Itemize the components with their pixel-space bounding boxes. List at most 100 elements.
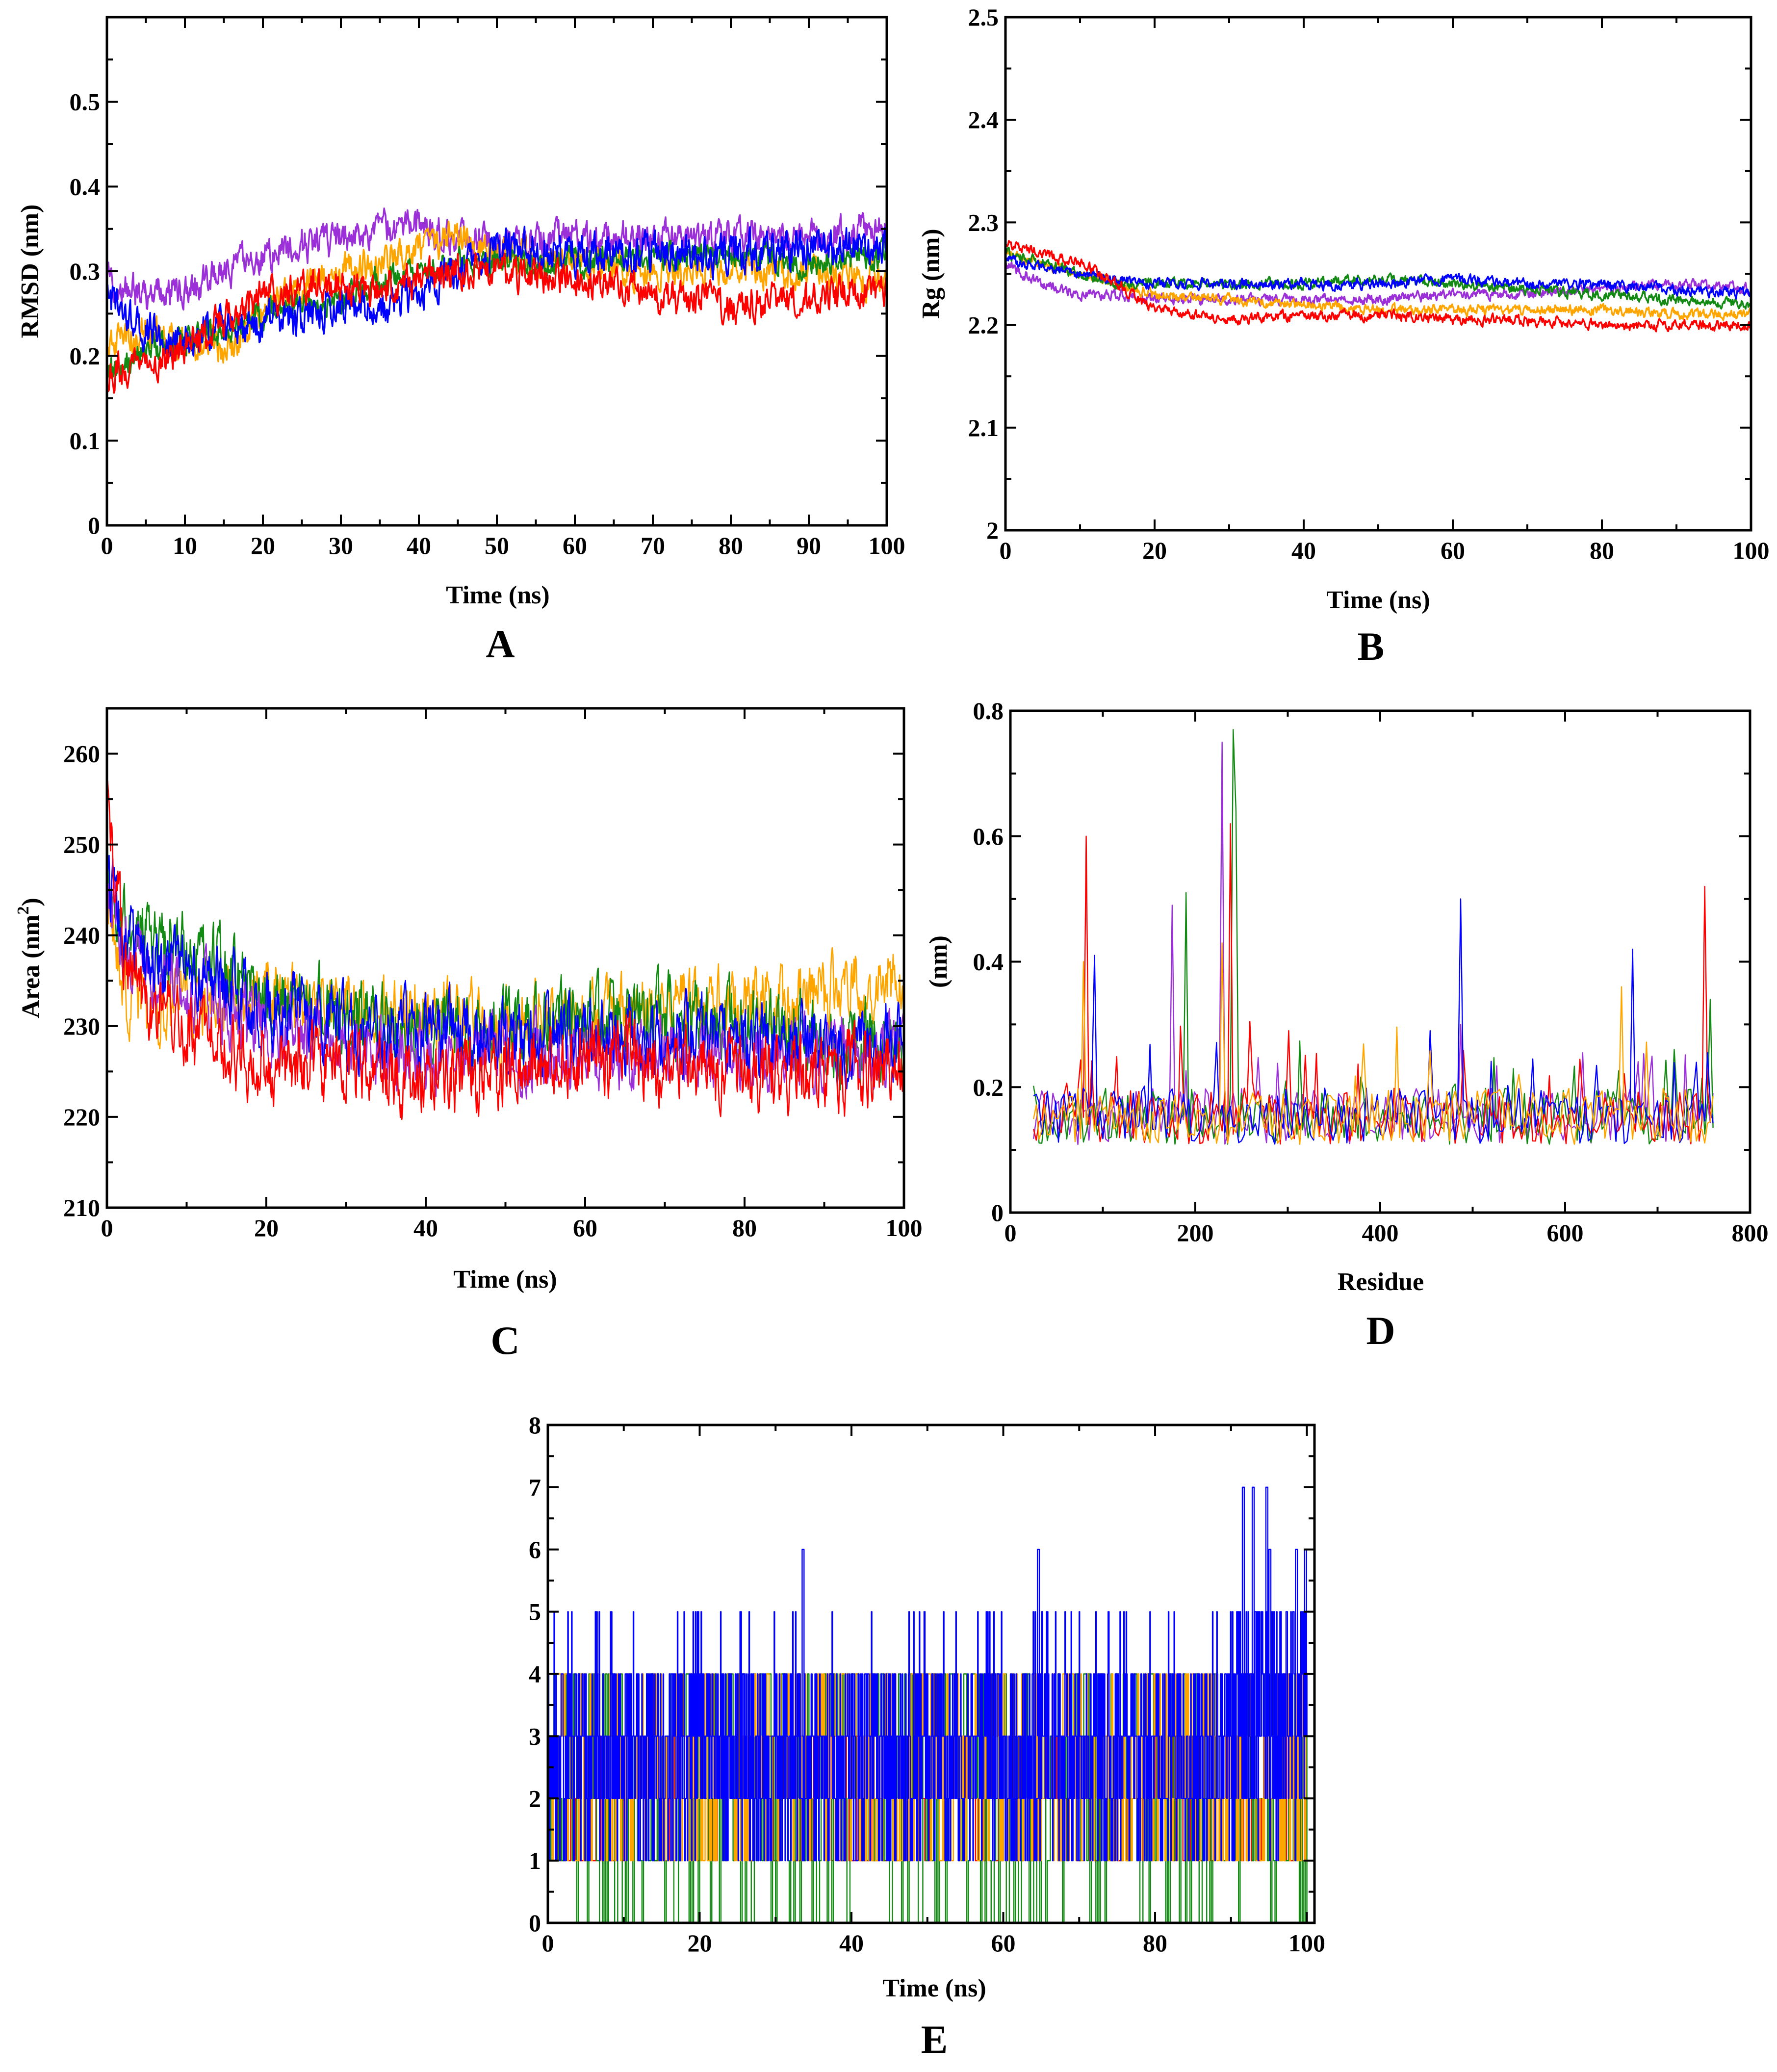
x-tick-label-a: 10	[173, 532, 197, 559]
panel-label-d: D	[1366, 1308, 1395, 1353]
x-tick-label-a: 40	[407, 532, 431, 559]
y-axis-label-end-c: )	[17, 898, 45, 906]
x-axis-label-b: Time (ns)	[1326, 586, 1430, 614]
panel-c: 0 20 40 60 80 100 210 220 230 240 250 260 Time (ns) A…	[14, 707, 923, 1363]
y-tick-label-e: 7	[529, 1474, 541, 1501]
x-tick-label-c: 100	[886, 1214, 923, 1242]
y-tick-label-a: 0.5	[70, 88, 101, 116]
plot-area-d	[1032, 729, 1714, 1145]
x-axis-label-a: Time (ns)	[446, 581, 549, 609]
y-axis-label-c: Area (nm2)	[14, 898, 45, 1018]
series-line-a-orange	[107, 220, 887, 364]
panel-label-e: E	[921, 2017, 948, 2062]
y-tick-label-d: 0.8	[973, 697, 1004, 725]
y-tick-label-d: 0.2	[973, 1073, 1004, 1101]
y-tick-label-b: 2.3	[968, 208, 999, 236]
x-tick-label-d: 600	[1547, 1219, 1584, 1246]
y-tick-label-a: 0	[88, 512, 100, 539]
x-tick-label-d: 400	[1362, 1219, 1399, 1246]
x-axis-label-e: Time (ns)	[882, 1974, 986, 2002]
series-line-d-purple	[1032, 741, 1714, 1145]
x-tick-label-d: 0	[1004, 1219, 1017, 1246]
y-axis-label-a: RMSD (nm)	[16, 205, 44, 338]
panel-label-c: C	[490, 1318, 519, 1363]
x-tick-label-a: 20	[251, 532, 275, 559]
x-tick-label-a: 50	[485, 532, 509, 559]
x-tick-label-a: 30	[329, 532, 353, 559]
plot-area-a	[107, 207, 887, 394]
x-tick-label-c: 20	[254, 1214, 279, 1242]
x-tick-label-e: 20	[688, 1929, 712, 1957]
y-tick-label-c: 210	[63, 1194, 100, 1221]
x-tick-label-e: 40	[839, 1929, 864, 1957]
y-tick-label-e: 0	[529, 1909, 541, 1937]
y-tick-label-d: 0	[991, 1199, 1004, 1226]
y-tick-label-c: 260	[63, 740, 100, 768]
x-tick-label-a: 80	[719, 532, 743, 559]
y-axis-label-main-c: Area (nm	[17, 915, 45, 1018]
y-tick-label-a: 0.4	[70, 173, 101, 200]
y-tick-label-b: 2.5	[968, 3, 999, 31]
panel-d: 0 200 400 600 800 0 0.2 0.4 0.6 0.8 Residue (nm) D	[925, 697, 1769, 1353]
y-tick-label-e: 6	[529, 1536, 541, 1563]
x-tick-label-a: 100	[869, 532, 905, 559]
panel-b: 0 20 40 60 80 100 2 2.1 2.2 2.3 2.4 2.5 Time (ns) Rg …	[917, 3, 1770, 669]
x-tick-label-c: 60	[573, 1214, 597, 1242]
series-line-c-green	[107, 846, 904, 1091]
plot-area-e	[548, 1486, 1308, 1923]
panel-e: 0 20 40 60 80 100 0 1 2 3 4 5 6 7 8 Time (ns) E	[529, 1411, 1325, 2062]
x-tick-label-c: 80	[732, 1214, 757, 1242]
y-tick-label-a: 0.3	[70, 258, 101, 285]
series-line-d-orange	[1032, 942, 1714, 1145]
x-tick-label-b: 20	[1142, 537, 1167, 564]
y-tick-label-b: 2.4	[968, 106, 999, 133]
x-tick-label-a: 0	[101, 532, 113, 559]
x-tick-label-b: 40	[1291, 537, 1316, 564]
y-tick-label-e: 3	[529, 1722, 541, 1750]
series-line-b-blue	[1005, 255, 1751, 300]
y-tick-label-a: 0.1	[70, 427, 101, 454]
panel-label-a: A	[486, 622, 515, 666]
y-tick-label-b: 2.1	[968, 414, 999, 441]
plot-frame-c	[105, 707, 905, 1209]
x-tick-label-a: 90	[797, 532, 821, 559]
y-tick-label-c: 230	[63, 1012, 100, 1040]
y-tick-label-e: 2	[529, 1785, 541, 1812]
y-tick-label-b: 2.2	[968, 311, 999, 339]
x-axis-label-d: Residue	[1338, 1268, 1424, 1296]
y-tick-label-e: 8	[529, 1411, 541, 1439]
x-tick-label-d: 200	[1177, 1219, 1214, 1246]
series-line-c-red	[107, 780, 904, 1120]
series-line-a-blue	[107, 226, 887, 357]
y-axis-label-sup-c: 2	[14, 906, 32, 915]
y-tick-label-d: 0.4	[973, 948, 1004, 976]
y-tick-label-e: 5	[529, 1598, 541, 1626]
y-tick-label-b: 2	[986, 517, 999, 544]
x-tick-label-c: 0	[101, 1214, 113, 1242]
plot-area-b	[1005, 239, 1751, 333]
y-tick-label-d: 0.6	[973, 823, 1004, 850]
x-tick-label-e: 100	[1288, 1929, 1325, 1957]
x-tick-label-b: 60	[1441, 537, 1465, 564]
panel-a: 0 10 20 30 40 50 60 70 80 90 100 0 0.1 0.2 0.3 0.4 0.5 Ti…	[16, 16, 905, 666]
series-line-a-red	[107, 252, 887, 394]
y-tick-label-a: 0.2	[70, 342, 101, 370]
series-line-b-red	[1005, 239, 1751, 333]
y-axis-label-d: (nm)	[925, 935, 953, 988]
x-tick-label-e: 80	[1143, 1929, 1167, 1957]
y-tick-label-e: 4	[529, 1660, 541, 1688]
y-axis-label-b: Rg (nm)	[917, 229, 945, 318]
panel-label-b: B	[1358, 624, 1385, 669]
series-line-d-green	[1032, 729, 1714, 1145]
x-tick-label-b: 100	[1733, 537, 1770, 564]
x-tick-label-b: 80	[1590, 537, 1614, 564]
y-tick-label-c: 240	[63, 922, 100, 949]
x-tick-label-d: 800	[1732, 1219, 1769, 1246]
y-tick-label-e: 1	[529, 1847, 541, 1874]
x-tick-label-a: 70	[641, 532, 665, 559]
x-tick-label-e: 0	[542, 1929, 554, 1957]
y-tick-label-c: 250	[63, 831, 100, 858]
plot-frame-b	[1004, 16, 1752, 532]
x-tick-label-e: 60	[991, 1929, 1016, 1957]
